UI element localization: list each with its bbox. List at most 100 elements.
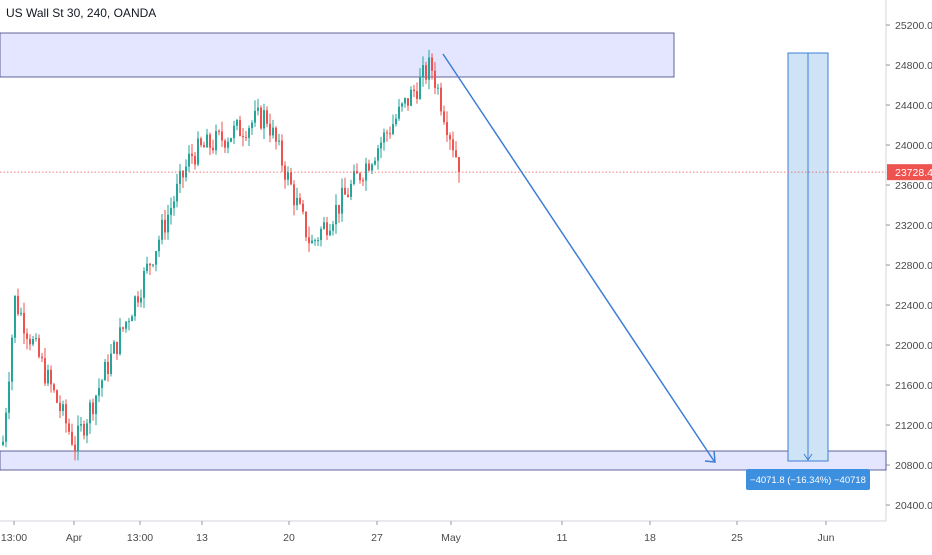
x-tick-label: 27 bbox=[371, 532, 383, 544]
candle-body bbox=[239, 120, 241, 137]
candle-body bbox=[20, 312, 22, 315]
candle-body bbox=[119, 327, 121, 355]
candle-body bbox=[305, 211, 307, 238]
candle-body bbox=[287, 172, 289, 180]
support-zone bbox=[0, 450, 887, 471]
candle-body bbox=[257, 107, 259, 111]
candle-body bbox=[338, 204, 340, 214]
candle-body bbox=[377, 148, 379, 161]
candle-body bbox=[203, 145, 205, 148]
candle-body bbox=[374, 160, 376, 165]
candle-body bbox=[26, 333, 28, 339]
candle-body bbox=[107, 361, 109, 374]
candle-body bbox=[410, 89, 412, 106]
candle-body bbox=[176, 183, 178, 202]
candle-body bbox=[455, 150, 457, 157]
candle-body bbox=[326, 222, 328, 236]
candle-body bbox=[317, 239, 319, 241]
resistance-zone bbox=[0, 32, 675, 78]
candle-body bbox=[47, 369, 49, 384]
candle-body bbox=[80, 424, 82, 426]
candle-body bbox=[218, 131, 220, 133]
candle-body bbox=[131, 316, 133, 322]
candle-body bbox=[329, 230, 331, 236]
candle-body bbox=[419, 76, 421, 99]
y-tick-label: 24400.0 bbox=[895, 100, 932, 112]
candle-body bbox=[62, 404, 64, 412]
candle-body bbox=[212, 147, 214, 151]
candle-body bbox=[413, 89, 415, 92]
candle-body bbox=[29, 338, 31, 345]
candle-body bbox=[242, 136, 244, 138]
candle-body bbox=[59, 402, 61, 412]
candle-body bbox=[122, 327, 124, 329]
candle-body bbox=[344, 187, 346, 195]
candle-body bbox=[182, 170, 184, 178]
price-label: 23728.4 bbox=[895, 167, 932, 179]
x-tick-label: May bbox=[441, 532, 462, 544]
candle-body bbox=[167, 214, 169, 233]
candle-body bbox=[197, 138, 199, 165]
candle-body bbox=[191, 153, 193, 156]
candle-body bbox=[101, 380, 103, 388]
candle-body bbox=[380, 142, 382, 149]
candle-body bbox=[95, 395, 97, 415]
measure-label-bg bbox=[746, 469, 870, 490]
candle-body bbox=[188, 153, 190, 167]
candle-body bbox=[65, 404, 67, 424]
candle-body bbox=[14, 295, 16, 338]
candle-body bbox=[422, 65, 424, 77]
y-tick-label: 22400.0 bbox=[895, 300, 932, 312]
candle-body bbox=[23, 312, 25, 334]
y-tick-label: 22800.0 bbox=[895, 260, 932, 272]
candle-body bbox=[152, 264, 154, 266]
candle-body bbox=[389, 133, 391, 135]
candle-body bbox=[341, 187, 343, 214]
candle-body bbox=[323, 222, 325, 229]
candle-body bbox=[161, 219, 163, 240]
candle-body bbox=[143, 270, 145, 298]
candle-body bbox=[332, 224, 334, 231]
candle-body bbox=[116, 341, 118, 355]
candle-body bbox=[290, 172, 292, 185]
candle-body bbox=[440, 87, 442, 112]
candle-body bbox=[281, 140, 283, 166]
candle-body bbox=[371, 164, 373, 171]
candle-body bbox=[365, 163, 367, 181]
candle-body bbox=[209, 134, 211, 148]
candle-body bbox=[320, 228, 322, 240]
y-tick-label: 21600.0 bbox=[895, 380, 932, 392]
candle-body bbox=[260, 107, 262, 129]
candle-body bbox=[56, 390, 58, 403]
candle-body bbox=[350, 183, 352, 197]
candle-body bbox=[146, 263, 148, 271]
candle-body bbox=[383, 132, 385, 143]
candle-body bbox=[251, 122, 253, 129]
candle-body bbox=[458, 156, 460, 173]
candle-body bbox=[200, 138, 202, 146]
candle-body bbox=[449, 135, 451, 140]
measure-arrowhead bbox=[803, 453, 813, 461]
projection-arrowhead bbox=[704, 450, 716, 463]
candle-body bbox=[173, 201, 175, 209]
y-tick-label: 24000.0 bbox=[895, 140, 932, 152]
candle-body bbox=[230, 138, 232, 142]
candle-body bbox=[392, 124, 394, 135]
candle-body bbox=[299, 197, 301, 204]
candle-body bbox=[86, 423, 88, 436]
candle-body bbox=[137, 296, 139, 303]
candle-body bbox=[158, 239, 160, 252]
y-tick-label: 20800.0 bbox=[895, 460, 932, 472]
candle-body bbox=[35, 338, 37, 340]
candle-body bbox=[41, 356, 43, 359]
candle-body bbox=[398, 106, 400, 119]
candle-body bbox=[284, 165, 286, 180]
candle-body bbox=[428, 57, 430, 80]
candle-body bbox=[77, 425, 79, 451]
x-tick-label: 20 bbox=[283, 532, 295, 544]
y-tick-label: 21200.0 bbox=[895, 420, 932, 432]
y-tick-label: 20400.0 bbox=[895, 500, 932, 512]
candle-body bbox=[170, 208, 172, 215]
